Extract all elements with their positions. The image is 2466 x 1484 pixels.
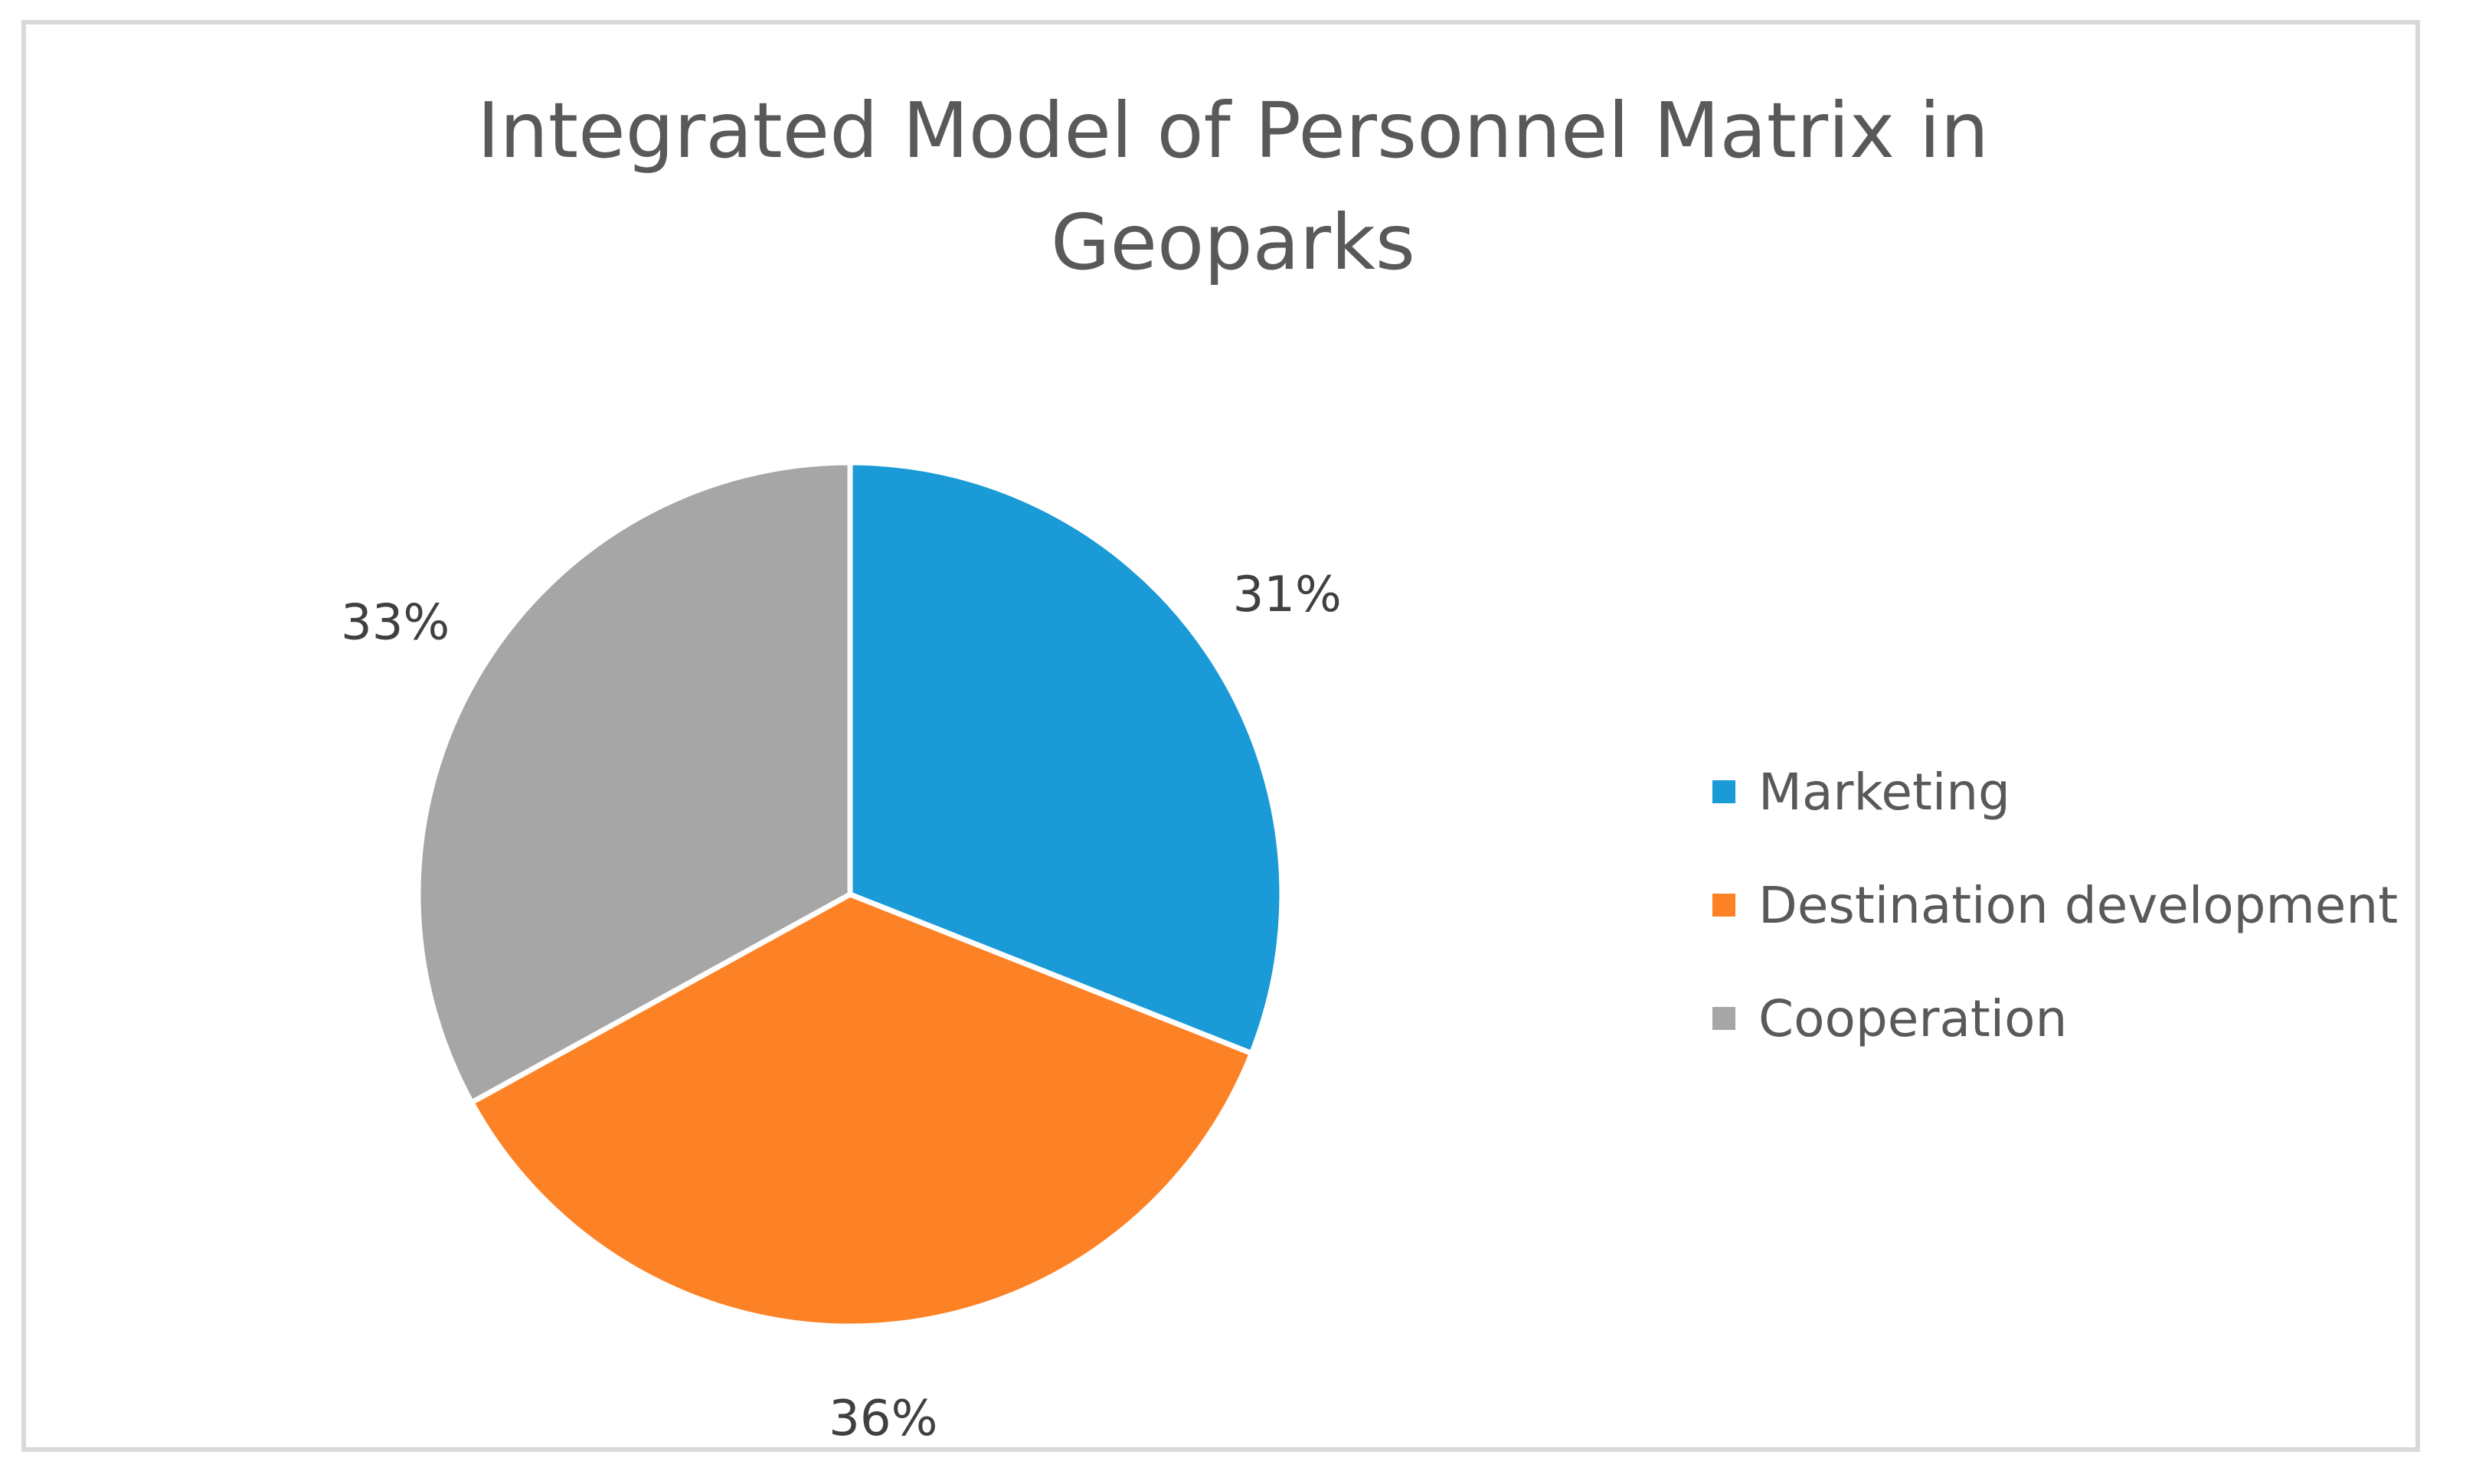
legend-label-destination-development: Destination development	[1758, 875, 2399, 935]
legend-label-cooperation: Cooperation	[1758, 989, 2068, 1048]
pie-slice-marketing	[847, 459, 1285, 1057]
data-label-destination-development: 36%	[829, 1391, 937, 1447]
chart-title-line-1: Integrated Model of Personnel Matrix in	[477, 86, 1989, 175]
pie-slices	[415, 459, 1285, 1329]
legend-swatch-cooperation	[1712, 1007, 1735, 1030]
pie-slice-destination-development	[469, 891, 1254, 1329]
data-label-marketing: 31%	[1233, 567, 1342, 623]
legend-swatch-marketing	[1712, 780, 1735, 803]
legend-item-cooperation: Cooperation	[1712, 962, 2398, 1075]
pie-slice-cooperation	[415, 459, 853, 1106]
chart-title-line-2: Geoparks	[1050, 198, 1416, 287]
chart-title: Integrated Model of Personnel Matrix in …	[0, 75, 2466, 299]
legend-item-destination-development: Destination development	[1712, 848, 2398, 962]
legend: Marketing Destination development Cooper…	[1712, 735, 2398, 1075]
data-label-cooperation: 33%	[341, 594, 450, 651]
legend-label-marketing: Marketing	[1758, 762, 2010, 822]
legend-swatch-destination-development	[1712, 894, 1735, 917]
legend-item-marketing: Marketing	[1712, 735, 2398, 848]
pie-data-labels: 31% 36% 33%	[341, 567, 1342, 1447]
